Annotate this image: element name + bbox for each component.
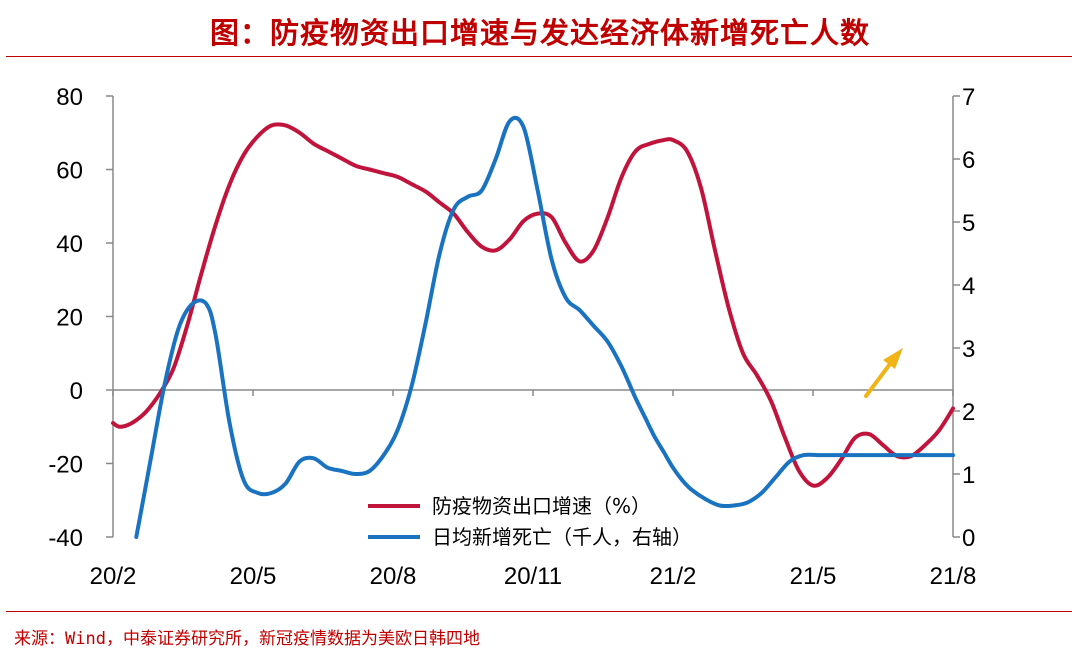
right-tick-label: 1 xyxy=(962,462,975,489)
x-tick-label: 21/5 xyxy=(790,563,837,590)
right-tick-label: 3 xyxy=(962,336,975,363)
x-tick-label: 20/5 xyxy=(230,563,277,590)
legend-label-blue: 日均新增死亡（千人，右轴） xyxy=(432,525,692,549)
left-tick-label: 80 xyxy=(56,84,83,111)
left-tick-label: 40 xyxy=(56,231,83,258)
left-tick-label: -40 xyxy=(48,525,83,552)
x-axis-ticks: 20/2 20/5 20/8 20/11 21/2 21/5 21/8 xyxy=(90,390,977,590)
right-tick-label: 2 xyxy=(962,399,975,426)
legend: 防疫物资出口增速（%） 日均新增死亡（千人，右轴） xyxy=(368,494,692,549)
title-divider xyxy=(6,56,1072,57)
left-tick-label: 0 xyxy=(70,378,83,405)
left-tick-label: -20 xyxy=(48,452,83,479)
legend-label-red: 防疫物资出口增速（%） xyxy=(432,494,651,518)
arrow-head xyxy=(883,348,903,369)
arrow-shaft xyxy=(864,358,895,398)
daily-deaths-line xyxy=(134,115,955,539)
export-growth-line xyxy=(111,122,955,488)
right-tick-label: 0 xyxy=(962,525,975,552)
x-tick-label: 20/11 xyxy=(504,563,562,590)
rising-arrow-annotation xyxy=(864,348,903,398)
source-note: 来源：Wind，中泰证券研究所，新冠疫情数据为美欧日韩四地 xyxy=(14,629,480,649)
right-tick-label: 5 xyxy=(962,210,975,237)
series-layer xyxy=(111,115,955,539)
x-tick-label: 21/2 xyxy=(650,563,697,590)
x-tick-label: 20/2 xyxy=(90,563,137,590)
source-divider xyxy=(6,611,1072,612)
left-tick-label: 20 xyxy=(56,305,83,332)
x-tick-label: 21/8 xyxy=(930,563,977,590)
left-tick-label: 60 xyxy=(56,158,83,185)
right-axis-ticks: 7 6 5 4 3 2 1 0 xyxy=(953,84,975,552)
left-axis-ticks: 80 60 40 20 0 -20 -40 xyxy=(48,84,113,552)
right-tick-label: 4 xyxy=(962,273,975,300)
x-tick-label: 20/8 xyxy=(370,563,417,590)
right-tick-label: 7 xyxy=(962,84,975,111)
chart-title: 图：防疫物资出口增速与发达经济体新增死亡人数 xyxy=(209,16,870,50)
right-tick-label: 6 xyxy=(962,147,975,174)
